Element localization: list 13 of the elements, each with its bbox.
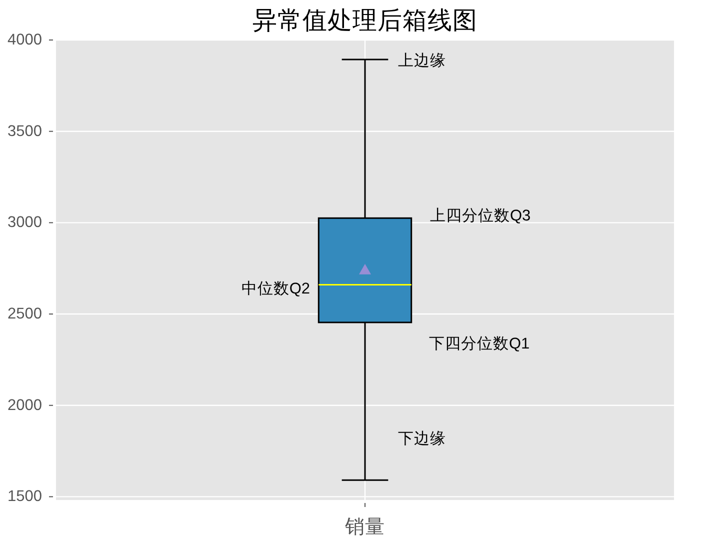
annotation: 上四分位数Q3: [430, 208, 531, 224]
annotation: 下四分位数Q1: [429, 336, 530, 352]
y-tick-label: 2500: [8, 306, 42, 323]
annotation: 上边缘: [398, 52, 446, 70]
annotation: 中位数Q2: [241, 280, 310, 298]
y-tick-label: 1500: [8, 488, 42, 506]
annotation: 下边缘: [398, 430, 446, 448]
x-tick-label: 销量: [345, 516, 385, 538]
y-tick-label: 4000: [8, 32, 42, 48]
title: 异常值处理后箱线图: [252, 8, 478, 34]
y-tick-label: 2000: [8, 396, 42, 414]
y-tick-label: 3000: [8, 214, 42, 232]
y-tick-label: 3500: [8, 122, 42, 140]
